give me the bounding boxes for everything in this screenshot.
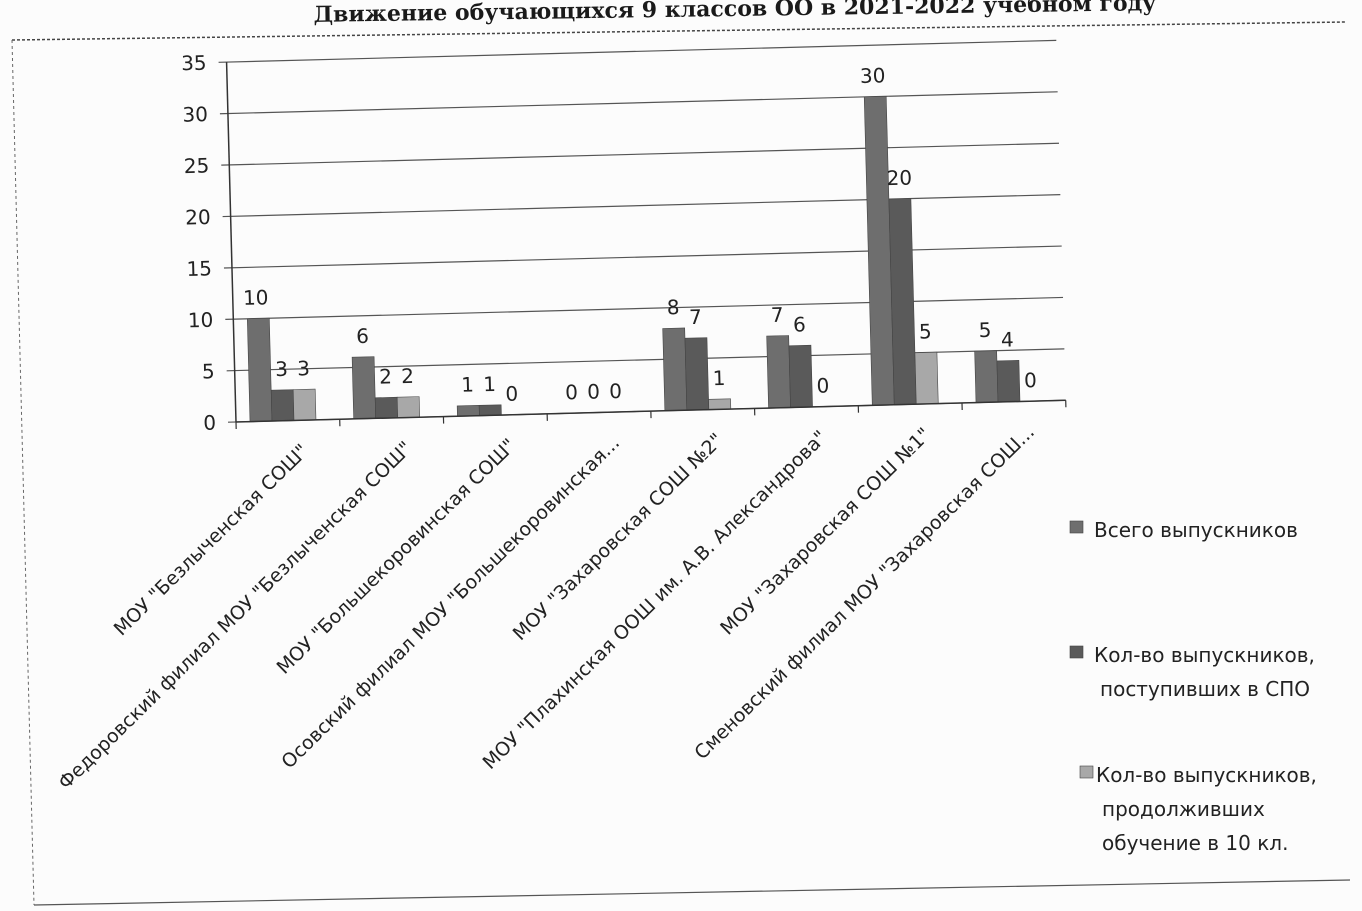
bar-s1-c4	[684, 337, 710, 411]
data-label: 1	[461, 372, 474, 396]
y-tick-label: 10	[188, 308, 214, 333]
bar-s1-c0	[270, 389, 295, 422]
legend-swatch-0	[1069, 520, 1084, 534]
data-label: 2	[379, 364, 392, 388]
bar-s1-c7	[996, 360, 1021, 403]
legend-swatch-1	[1069, 645, 1084, 659]
legend-label: обучение в 10 кл.	[1102, 831, 1288, 855]
data-label: 0	[1024, 368, 1037, 392]
data-label: 2	[401, 364, 414, 388]
category-labels: МОУ "Безлыченская СОШ"Федоровский филиал…	[54, 421, 1039, 794]
legend: Всего выпускников Кол-во выпускников, пост…	[1069, 518, 1317, 855]
y-axis-line	[225, 62, 237, 423]
data-label: 0	[565, 380, 578, 404]
legend-label: продолживших	[1102, 797, 1265, 821]
data-label: 7	[770, 303, 783, 327]
y-tick-label: 20	[185, 205, 211, 230]
bar-s1-c1	[374, 396, 399, 419]
bar-s2-c6	[914, 351, 939, 405]
y-axis-ticks: 0 5 10 15 20 25 30 35	[181, 51, 216, 435]
bar-s2-c1	[396, 396, 420, 419]
category-label: Сменовский филиал МОУ "Захаровская СОШ..…	[690, 421, 1039, 764]
legend-label: поступивших в СПО	[1100, 677, 1310, 701]
data-label: 1	[712, 366, 725, 390]
legend-swatch-2	[1079, 765, 1094, 779]
legend-label: Всего выпускников	[1094, 518, 1298, 542]
y-tick-label: 0	[203, 411, 216, 435]
data-label: 30	[860, 63, 886, 88]
y-tick-label: 15	[186, 256, 212, 281]
category-label: Федоровский филиал МОУ "Безлыченская СОШ…	[54, 437, 416, 794]
data-label: 4	[1001, 327, 1014, 351]
bar-s0-c5	[766, 335, 791, 409]
bar-s0-c0	[246, 317, 273, 422]
y-tick-label: 25	[184, 153, 210, 178]
bar-s0-c7	[974, 350, 999, 403]
gridline-5	[221, 142, 1060, 166]
gridline-3	[223, 245, 1062, 269]
bar-s1-c5	[788, 344, 813, 408]
data-label: 0	[505, 382, 518, 406]
chart-frame	[11, 21, 1351, 906]
data-label: 7	[689, 305, 702, 329]
data-label: 6	[356, 324, 369, 348]
bar-s0-c6	[863, 95, 895, 406]
bar-s2-c4	[708, 398, 732, 410]
gridline-6	[219, 91, 1058, 115]
data-label: 0	[609, 379, 622, 403]
y-tick-label: 35	[181, 51, 207, 76]
bar-s2-c0	[292, 388, 317, 421]
gridline-4	[222, 194, 1061, 218]
category-label: МОУ "Захаровская СОШ №1"	[716, 424, 935, 640]
data-label: 3	[297, 356, 310, 380]
data-label: 5	[978, 318, 991, 342]
y-tick-label: 5	[202, 359, 215, 383]
gridlines	[218, 39, 1066, 423]
data-label: 3	[275, 357, 288, 381]
bar-s0-c2	[456, 405, 480, 417]
y-tick-label: 30	[182, 102, 208, 127]
data-label: 1	[483, 372, 496, 396]
gridline-7	[218, 39, 1057, 63]
category-label: МОУ "Безлыченская СОШ"	[110, 440, 313, 640]
category-label: МОУ "Плахинская ООШ им. А.В. Александров…	[479, 426, 832, 773]
bar-s1-c2	[478, 404, 502, 416]
axes	[225, 62, 1067, 430]
data-label: 0	[587, 379, 600, 403]
bar-s0-c1	[351, 356, 377, 420]
data-label: 0	[816, 373, 829, 397]
chart-title: Движение обучающихся 9 классов ОО в 2021…	[313, 0, 1156, 28]
legend-label: Кол-во выпускников,	[1096, 763, 1317, 787]
category-label: МОУ "Захаровская СОШ №2"	[509, 429, 728, 645]
legend-label: Кол-во выпускников,	[1094, 643, 1315, 667]
data-label: 8	[666, 295, 679, 319]
gridline-2	[225, 296, 1064, 320]
data-label: 10	[243, 285, 269, 310]
data-label: 5	[919, 319, 932, 343]
bar-s0-c4	[662, 327, 688, 412]
data-label: 20	[886, 166, 912, 191]
data-label: 6	[793, 312, 806, 336]
category-label: Осовский филиал МОУ "Большекоровинская..…	[277, 432, 624, 773]
x-axis-line	[235, 399, 1066, 423]
